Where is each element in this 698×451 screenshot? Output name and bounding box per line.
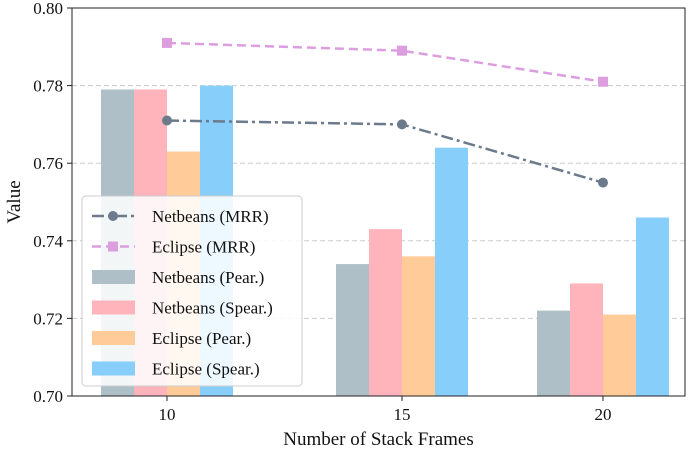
legend-box bbox=[81, 195, 303, 387]
y-tick-label: 0.76 bbox=[33, 154, 63, 173]
bar-eclipse-pear-15 bbox=[402, 256, 435, 396]
legend-swatch-netbeans-pear bbox=[92, 270, 135, 284]
y-tick-label: 0.78 bbox=[33, 77, 63, 96]
point-netbeans-mrr-10 bbox=[162, 115, 172, 126]
bar-netbeans-spear-15 bbox=[369, 229, 402, 396]
x-axis-ticks: 10 15 20 bbox=[159, 396, 612, 424]
y-tick-label: 0.80 bbox=[33, 0, 63, 18]
x-tick-label: 10 bbox=[159, 405, 176, 424]
y-axis-label: Value bbox=[4, 180, 25, 223]
bar-eclipse-spear-20 bbox=[636, 217, 669, 396]
point-netbeans-mrr-15 bbox=[397, 119, 407, 130]
y-tick-label: 0.72 bbox=[33, 309, 63, 328]
bar-eclipse-pear-20 bbox=[603, 314, 636, 396]
legend: Netbeans (MRR) Eclipse (MRR) Netbeans (Pea… bbox=[81, 195, 303, 387]
legend-marker-netbeans-mrr bbox=[108, 211, 118, 221]
legend-label-eclipse-pear: Eclipse (Pear.) bbox=[152, 329, 251, 348]
y-axis-ticks: 0.70 0.72 0.74 0.76 0.78 0.80 bbox=[33, 0, 72, 406]
line-eclipse-mrr bbox=[166, 41, 604, 83]
legend-swatch-eclipse-spear bbox=[92, 361, 135, 376]
bar-netbeans-pear-15 bbox=[336, 264, 369, 396]
bar-netbeans-spear-20 bbox=[570, 283, 603, 396]
bar-eclipse-spear-15 bbox=[435, 147, 468, 396]
legend-label-netbeans-pear: Netbeans (Pear.) bbox=[152, 268, 264, 287]
bar-netbeans-pear-20 bbox=[537, 310, 570, 396]
legend-label-eclipse-spear: Eclipse (Spear.) bbox=[152, 360, 260, 379]
point-eclipse-mrr-20 bbox=[598, 76, 608, 87]
x-tick-label: 20 bbox=[595, 405, 612, 424]
legend-marker-eclipse-mrr bbox=[108, 241, 118, 252]
x-axis-label: Number of Stack Frames bbox=[283, 429, 473, 450]
y-tick-label: 0.70 bbox=[33, 387, 63, 406]
y-tick-label: 0.74 bbox=[33, 232, 63, 251]
legend-label-netbeans-spear: Netbeans (Spear.) bbox=[152, 299, 273, 318]
legend-swatch-eclipse-pear bbox=[92, 331, 135, 345]
legend-label-netbeans-mrr: Netbeans (MRR) bbox=[152, 207, 269, 226]
point-netbeans-mrr-20 bbox=[598, 177, 608, 188]
legend-swatch-netbeans-spear bbox=[92, 300, 135, 315]
legend-label-eclipse-mrr: Eclipse (MRR) bbox=[152, 238, 255, 257]
point-eclipse-mrr-10 bbox=[162, 37, 172, 48]
point-eclipse-mrr-15 bbox=[397, 45, 407, 56]
plot-frame bbox=[71, 7, 686, 397]
x-tick-label: 15 bbox=[394, 405, 411, 424]
line-series bbox=[162, 37, 608, 188]
